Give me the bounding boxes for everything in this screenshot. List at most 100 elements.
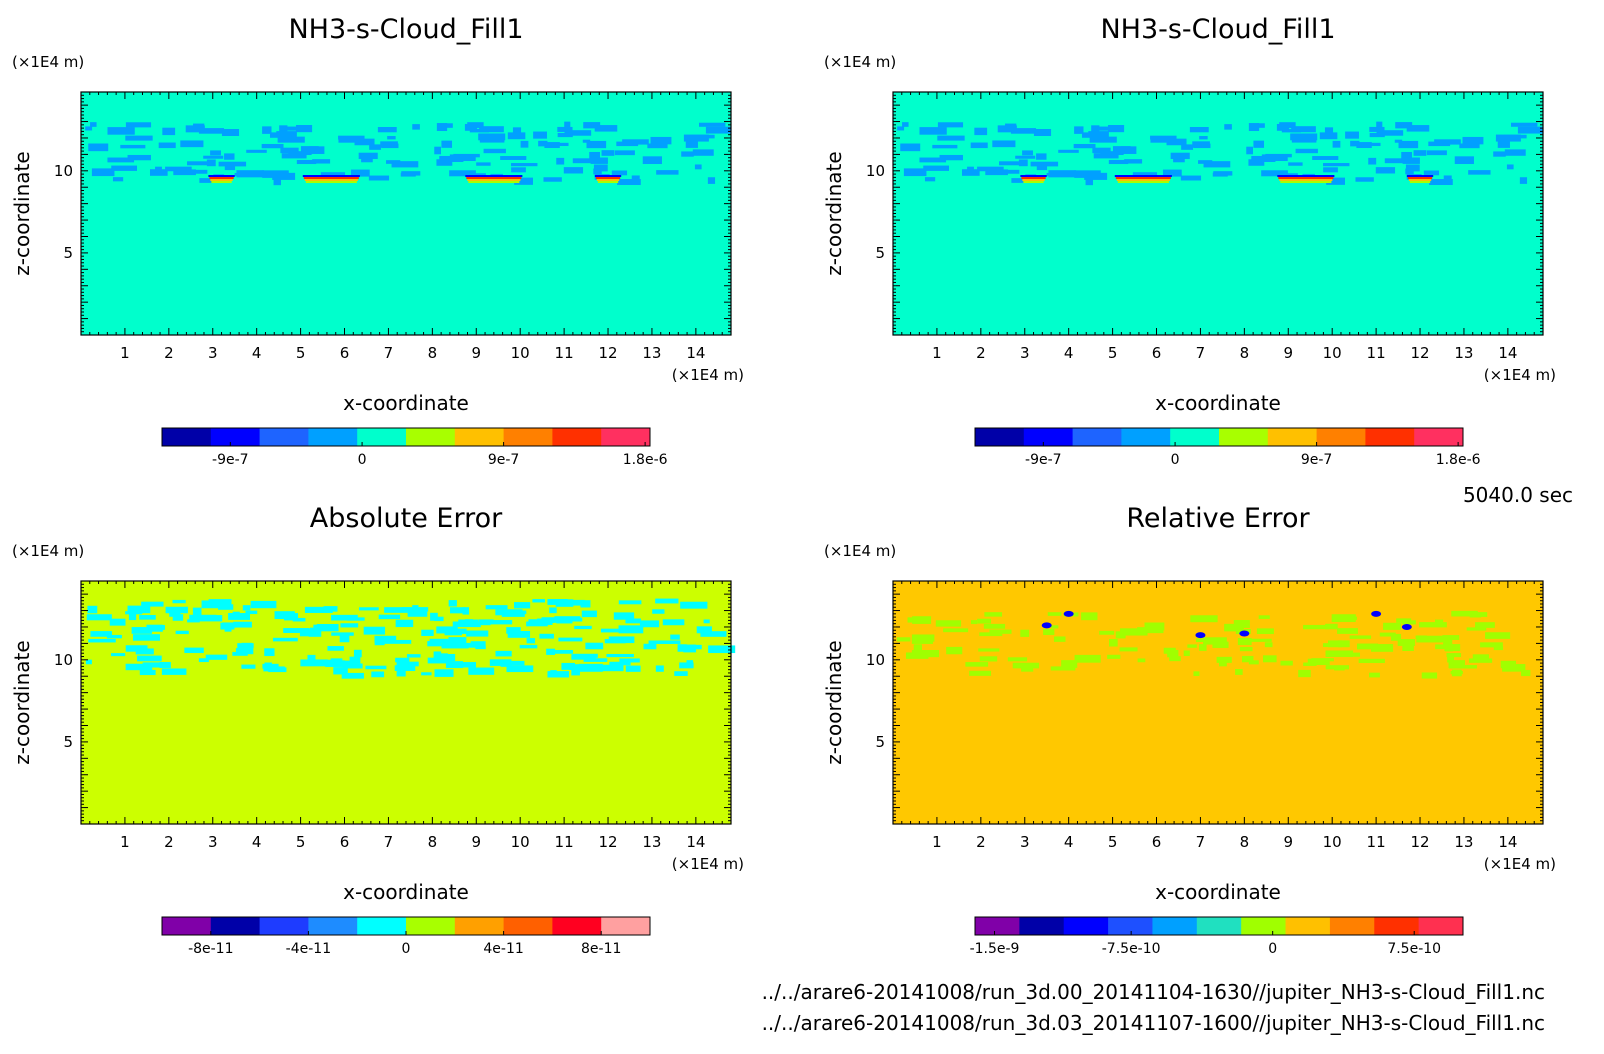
field-patch (1371, 644, 1394, 652)
field-patch (698, 122, 726, 127)
field-patch (1124, 159, 1143, 164)
cloud-core (209, 177, 234, 180)
field-patch (618, 625, 644, 634)
cloud-core (466, 177, 522, 180)
cloud-core (1407, 177, 1433, 180)
field-patch (1058, 149, 1079, 153)
field-patch (543, 177, 562, 182)
field-patch (241, 642, 253, 648)
colorbar-segment (1152, 917, 1198, 935)
field-patch (532, 599, 546, 603)
x-tick-label: 3 (208, 833, 218, 851)
field-patch (643, 643, 657, 650)
field-patch (681, 151, 694, 157)
field-patch (162, 127, 176, 136)
field-patch (131, 627, 153, 634)
colorbar-tick-label: -9e-7 (212, 452, 249, 468)
x-tick-label: 2 (976, 344, 986, 362)
field-patch (512, 127, 522, 133)
field-patch (1421, 672, 1438, 679)
field-patch (541, 617, 564, 623)
colorbar-tick-label: 0 (358, 452, 367, 468)
field-patch (1454, 156, 1474, 165)
field-patch (571, 669, 580, 676)
field-patch (338, 139, 367, 143)
field-patch (997, 125, 1017, 133)
colorbar-segment (210, 917, 261, 935)
colorbar-segment (406, 428, 456, 446)
field-patch (1150, 135, 1177, 140)
field-patch (172, 614, 184, 621)
field-patch (464, 123, 478, 131)
field-patch (658, 640, 681, 644)
x-tick-label: 10 (511, 833, 530, 851)
error-spot (1401, 623, 1412, 630)
field-patch (625, 618, 642, 624)
field-patch (939, 154, 963, 161)
field-patch (1092, 147, 1111, 154)
field-patch (1050, 625, 1059, 629)
field-patch (1021, 667, 1034, 672)
field-patch (581, 610, 597, 618)
x-tick-label: 3 (208, 344, 218, 362)
z-tick-label: 10 (866, 162, 885, 180)
field-patch (1475, 622, 1495, 628)
field-patch (283, 628, 310, 633)
field-patch (511, 167, 526, 173)
field-patch (1397, 639, 1416, 646)
colorbar-segment (162, 917, 212, 935)
field-patch (1109, 638, 1118, 647)
field-patch (1199, 136, 1208, 140)
field-patch (1462, 136, 1484, 145)
field-patch (1246, 146, 1253, 155)
field-patch (161, 668, 187, 675)
z-axis-label: z-coordinate (822, 151, 846, 275)
field-patch (1239, 646, 1253, 652)
field-patch (911, 649, 940, 658)
cloud-core (302, 175, 360, 178)
field-patch (700, 631, 727, 637)
field-patch (902, 122, 909, 127)
field-patch (650, 136, 672, 145)
cloud-core (210, 179, 233, 182)
field-patch (1150, 139, 1179, 143)
field-patch (685, 141, 698, 148)
colorbar-segment (1241, 917, 1287, 935)
z-tick-label: 10 (54, 651, 73, 669)
field-patch (236, 170, 265, 178)
field-patch (189, 614, 217, 620)
field-patch (292, 617, 306, 622)
field-patch (1224, 124, 1232, 130)
field-patch (1468, 170, 1491, 175)
field-patch (556, 618, 573, 624)
colorbar-segment (1170, 428, 1220, 446)
cloud-core (1117, 181, 1169, 184)
colorbar-tick-label: -7.5e-10 (1102, 941, 1161, 957)
field-patch (1022, 150, 1033, 156)
field-patch (1475, 612, 1488, 617)
field-patch (1048, 170, 1077, 178)
panel-title: NH3-s-Cloud_Fill1 (1100, 14, 1335, 45)
field-patch (1415, 635, 1427, 640)
field-patch (374, 641, 385, 646)
field-patch (703, 619, 710, 624)
field-patch (1245, 638, 1272, 642)
field-patch (1480, 642, 1503, 648)
field-patch (1001, 169, 1020, 174)
colorbar-segment (210, 428, 261, 446)
field-patch (1264, 642, 1273, 648)
x-tick-label: 9 (471, 344, 481, 362)
field-patch (149, 169, 168, 176)
field-patch (937, 122, 964, 128)
field-patch (340, 623, 359, 628)
field-patch (1261, 170, 1288, 177)
colorbar-tick-label: 7.5e-10 (1387, 941, 1441, 957)
field-patch (1510, 122, 1538, 127)
x-tick-label: 2 (976, 833, 986, 851)
field-patch (350, 169, 370, 177)
field-patch (395, 619, 414, 628)
field-patch (1011, 178, 1032, 183)
field-patch (339, 634, 350, 643)
x-tick-label: 1 (120, 833, 130, 851)
field-patch (141, 601, 164, 607)
